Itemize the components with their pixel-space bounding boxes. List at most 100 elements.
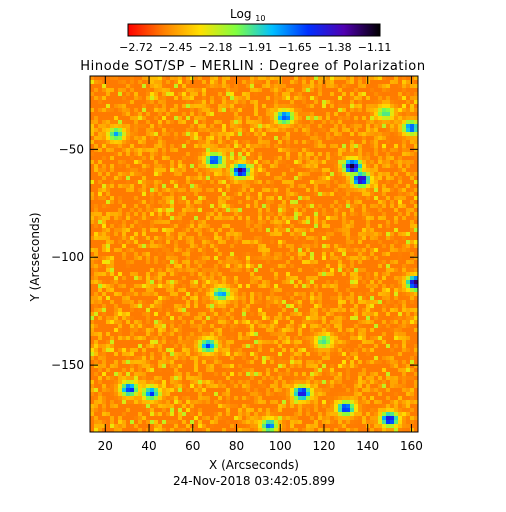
heatmap-cell [362,228,366,232]
heatmap-cell [350,300,354,304]
heatmap-cell [222,264,226,268]
heatmap-cell [122,192,126,196]
heatmap-cell [210,124,214,128]
heatmap-cell [386,248,390,252]
heatmap-cell [254,300,258,304]
colorbar-title: Log 10 [230,7,265,23]
heatmap-cell [138,188,142,192]
heatmap-cell [322,184,326,188]
heatmap-cell [334,176,338,180]
heatmap-cell [122,244,126,248]
heatmap-cell [130,88,134,92]
heatmap-cell [350,160,354,164]
heatmap-cell [362,188,366,192]
heatmap-cell [130,168,134,172]
heatmap-cell [250,244,254,248]
heatmap-cell [178,184,182,188]
heatmap-cell [126,304,130,308]
heatmap-cell [346,128,350,132]
heatmap-cell [198,76,202,80]
heatmap-cell [330,140,334,144]
heatmap-cell [246,128,250,132]
heatmap-cell [90,108,94,112]
heatmap-cell [222,96,226,100]
heatmap-cell [366,184,370,188]
heatmap-cell [138,236,142,240]
heatmap-cell [170,188,174,192]
heatmap-cell [354,80,358,84]
heatmap-cell [354,224,358,228]
heatmap-cell [374,260,378,264]
heatmap-cell [162,256,166,260]
heatmap-cell [342,108,346,112]
heatmap-cell [398,252,402,256]
heatmap-cell [410,312,414,316]
heatmap-cell [138,140,142,144]
heatmap-cell [254,216,258,220]
heatmap-cell [182,244,186,248]
heatmap-cell [182,296,186,300]
heatmap-cell [342,84,346,88]
heatmap-cell [266,204,270,208]
heatmap-cell [126,224,130,228]
heatmap-cell [406,296,410,300]
heatmap-cell [170,228,174,232]
heatmap-cell [126,152,130,156]
heatmap-cell [334,148,338,152]
heatmap-cell [374,180,378,184]
heatmap-cell [298,296,302,300]
heatmap-cell [186,244,190,248]
heatmap-cell [130,140,134,144]
heatmap-cell [226,308,230,312]
heatmap-cell [346,80,350,84]
heatmap-cell [314,160,318,164]
heatmap-cell [246,280,250,284]
heatmap-cell [210,184,214,188]
heatmap-cell [250,308,254,312]
heatmap-cell [114,164,118,168]
heatmap-cell [214,280,218,284]
heatmap-cell [414,92,418,96]
heatmap-cell [226,144,230,148]
heatmap-cell [266,264,270,268]
heatmap-cell [122,96,126,100]
heatmap-cell [326,276,330,280]
heatmap-cell [350,180,354,184]
heatmap-cell [214,192,218,196]
heatmap-cell [402,248,406,252]
heatmap-cell [174,108,178,112]
heatmap-cell [130,148,134,152]
heatmap-cell [154,304,158,308]
heatmap-cell [186,140,190,144]
heatmap-cell [270,232,274,236]
heatmap-cell [226,128,230,132]
heatmap-cell [350,240,354,244]
heatmap-cell [302,296,306,300]
heatmap-cell [134,184,138,188]
heatmap-cell [298,92,302,96]
heatmap-cell [286,176,290,180]
heatmap-cell [410,188,414,192]
heatmap-cell [238,244,242,248]
heatmap-cell [106,232,110,236]
heatmap-cell [298,120,302,124]
heatmap-cell [258,88,262,92]
heatmap-cell [266,92,270,96]
heatmap-cell [406,224,410,228]
heatmap-cell [406,300,410,304]
heatmap-cell [158,168,162,172]
heatmap-cell [378,120,382,124]
heatmap-cell [242,304,246,308]
heatmap-cell [350,116,354,120]
heatmap-cell [138,84,142,88]
heatmap-cell [322,132,326,136]
heatmap-cell [350,104,354,108]
heatmap-cell [198,248,202,252]
heatmap-cell [166,220,170,224]
heatmap-cell [134,84,138,88]
heatmap-cell [170,144,174,148]
heatmap-cell [154,136,158,140]
heatmap-cell [186,256,190,260]
heatmap-cell [366,132,370,136]
heatmap-cell [354,96,358,100]
